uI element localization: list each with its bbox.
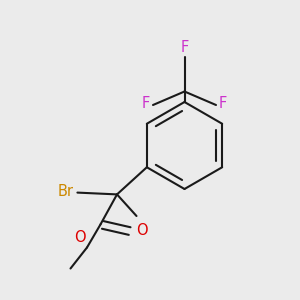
Text: Br: Br [58,184,74,200]
Text: O: O [74,230,85,244]
Text: F: F [219,96,227,111]
Text: F: F [180,40,189,55]
Text: F: F [142,96,150,111]
Text: O: O [136,223,148,238]
